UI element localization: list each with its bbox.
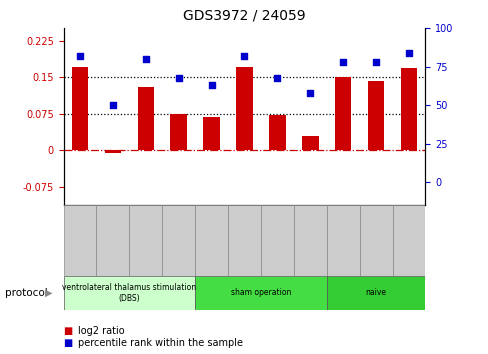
Point [142,56,149,62]
Bar [195,205,227,276]
Bar [227,205,261,276]
Bar [392,205,425,276]
Text: log2 ratio: log2 ratio [78,326,124,336]
Point [109,102,117,108]
Point [273,75,281,80]
Point [174,75,182,80]
Bar [334,77,351,150]
Bar [72,67,88,150]
Bar [302,136,318,150]
Text: GDS3972 / 24059: GDS3972 / 24059 [183,9,305,23]
Bar [162,205,195,276]
Bar [96,205,129,276]
Bar [326,205,359,276]
Bar [170,114,186,150]
Bar [326,276,425,310]
Point [306,90,314,96]
Bar [293,205,326,276]
Point [404,50,412,56]
Bar [63,276,195,310]
Text: naive: naive [365,289,386,297]
Bar [236,67,252,150]
Point [207,82,215,88]
Bar [129,205,162,276]
Text: ventrolateral thalamus stimulation
(DBS): ventrolateral thalamus stimulation (DBS) [62,283,196,303]
Bar [261,205,293,276]
Text: ▶: ▶ [45,288,53,298]
Bar [63,205,96,276]
Point [371,59,379,65]
Point [76,53,84,59]
Bar [104,150,121,153]
Bar [359,205,392,276]
Bar [137,87,154,150]
Text: ■: ■ [63,326,73,336]
Text: protocol: protocol [5,288,47,298]
Bar [203,117,220,150]
Bar [367,81,384,150]
Text: sham operation: sham operation [230,289,290,297]
Text: ■: ■ [63,338,73,348]
Bar [195,276,326,310]
Bar [268,115,285,150]
Point [339,59,346,65]
Text: percentile rank within the sample: percentile rank within the sample [78,338,243,348]
Point [240,53,248,59]
Bar [400,68,416,150]
